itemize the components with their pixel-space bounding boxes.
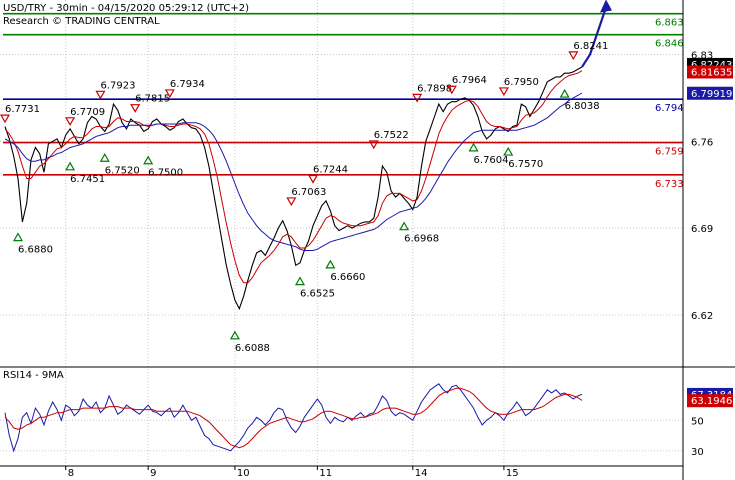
pivot-low-label: 6.7520 xyxy=(105,165,140,176)
pivot-high-marker xyxy=(95,90,106,100)
forecast-arrowhead xyxy=(600,0,612,13)
pivot-high-label: 6.7934 xyxy=(170,79,205,90)
pivot-low-marker xyxy=(143,155,154,165)
level-label: 6.794 xyxy=(655,103,684,114)
y-tick-label: 6.83 xyxy=(691,51,713,62)
pivot-low-label: 6.6968 xyxy=(404,234,439,245)
x-tick-label: 9 xyxy=(150,468,156,479)
pivot-high-label: 6.7244 xyxy=(313,164,348,175)
pivot-low-marker xyxy=(12,232,24,242)
forecast-arrow xyxy=(581,7,608,68)
pivot-low-marker xyxy=(325,259,336,269)
y-tick-label: 6.69 xyxy=(691,224,713,235)
pivot-low-marker xyxy=(229,330,240,340)
pivot-low-label: 6.7604 xyxy=(474,155,509,166)
price-tag-label: 6.81635 xyxy=(691,67,732,78)
pivot-low-label: 6.7570 xyxy=(508,159,543,170)
pivot-low-marker xyxy=(503,146,514,156)
pivot-low-label: 6.6660 xyxy=(330,272,365,283)
level-label: 6.846 xyxy=(655,39,684,50)
rsi-label: RSI14 - 9MA xyxy=(3,370,64,381)
y-tick-label: 6.62 xyxy=(691,311,713,322)
pivot-low-label: 6.6880 xyxy=(18,245,53,256)
pivot-high-marker xyxy=(568,51,579,61)
level-label: 6.863 xyxy=(655,18,684,29)
pivot-high-label: 6.7522 xyxy=(374,130,409,141)
pivot-low-label: 6.7451 xyxy=(70,174,105,185)
rsi-line xyxy=(4,383,583,453)
x-tick-label: 8 xyxy=(68,468,74,479)
pivot-high-marker xyxy=(65,117,76,127)
pivot-high-marker xyxy=(0,114,11,124)
rsi-ma-line xyxy=(4,387,583,449)
price-tag-label: 6.79919 xyxy=(691,89,732,100)
pivot-high-marker xyxy=(130,104,141,113)
pivot-high-label: 6.7063 xyxy=(291,187,326,198)
price-tag-box xyxy=(687,65,733,79)
pivot-high-marker xyxy=(412,93,423,103)
pivot-high-label: 6.7731 xyxy=(5,104,40,115)
rsi-tick-label: 50 xyxy=(691,416,704,427)
pivot-high-marker xyxy=(446,85,457,95)
chart-title: USD/TRY - 30min - 04/15/2020 05:29:12 (U… xyxy=(3,3,249,14)
chart-subtitle: Research © TRADING CENTRAL xyxy=(3,16,160,27)
pivot-high-label: 6.7815 xyxy=(135,94,170,105)
y-tick-label: 6.76 xyxy=(691,137,713,148)
fast-ma-line xyxy=(4,70,583,284)
rsi-series xyxy=(4,383,583,453)
pivot-low-marker xyxy=(559,88,570,98)
pivot-low-marker xyxy=(294,276,306,286)
pivot-low-label: 6.6088 xyxy=(235,343,270,354)
level-lines: 6.863 6.846 6.794 6.759 6.733 xyxy=(3,12,684,190)
price-line xyxy=(4,66,583,311)
x-tick-label: 10 xyxy=(237,468,250,479)
x-tick-label: 14 xyxy=(415,468,428,479)
pivot-high-marker xyxy=(307,174,319,184)
pivot-high-label: 6.7923 xyxy=(100,80,135,91)
pivot-high-label: 6.7964 xyxy=(452,75,487,86)
x-tick-label: 11 xyxy=(319,468,332,479)
pivot-low-label: 6.8038 xyxy=(565,101,600,112)
rsi-tag-label: 63.1946 xyxy=(691,396,732,407)
pivot-low-label: 6.6525 xyxy=(300,289,335,300)
pivot-high-label: 6.8241 xyxy=(573,41,608,52)
level-label: 6.759 xyxy=(655,147,684,158)
x-tick-label: 15 xyxy=(506,468,519,479)
pivot-high-marker xyxy=(498,87,509,97)
pivot-low-marker xyxy=(468,142,479,152)
rsi-tag-box xyxy=(687,394,733,408)
pivot-high-label: 6.7950 xyxy=(504,77,539,88)
price-series xyxy=(4,0,612,311)
pivot-high-marker xyxy=(286,197,297,207)
pivot-low-marker xyxy=(399,221,410,231)
pivot-high-marker xyxy=(164,89,175,99)
rsi-tick-label: 30 xyxy=(691,447,704,458)
slow-ma-line xyxy=(4,92,583,251)
pivot-low-marker xyxy=(99,153,110,162)
pivot-high-marker xyxy=(368,140,379,150)
main-plot-bg xyxy=(0,0,683,367)
pivot-high-label: 6.7898 xyxy=(417,83,452,94)
pivot-low-label: 6.7500 xyxy=(148,168,183,179)
level-label: 6.733 xyxy=(655,179,684,190)
pivot-high-label: 6.7709 xyxy=(70,107,105,118)
price-tag-label: 6.82243 xyxy=(691,60,732,71)
rsi-plot-bg xyxy=(0,367,683,466)
pivot-low-marker xyxy=(65,161,76,171)
price-tag-box xyxy=(687,86,733,100)
